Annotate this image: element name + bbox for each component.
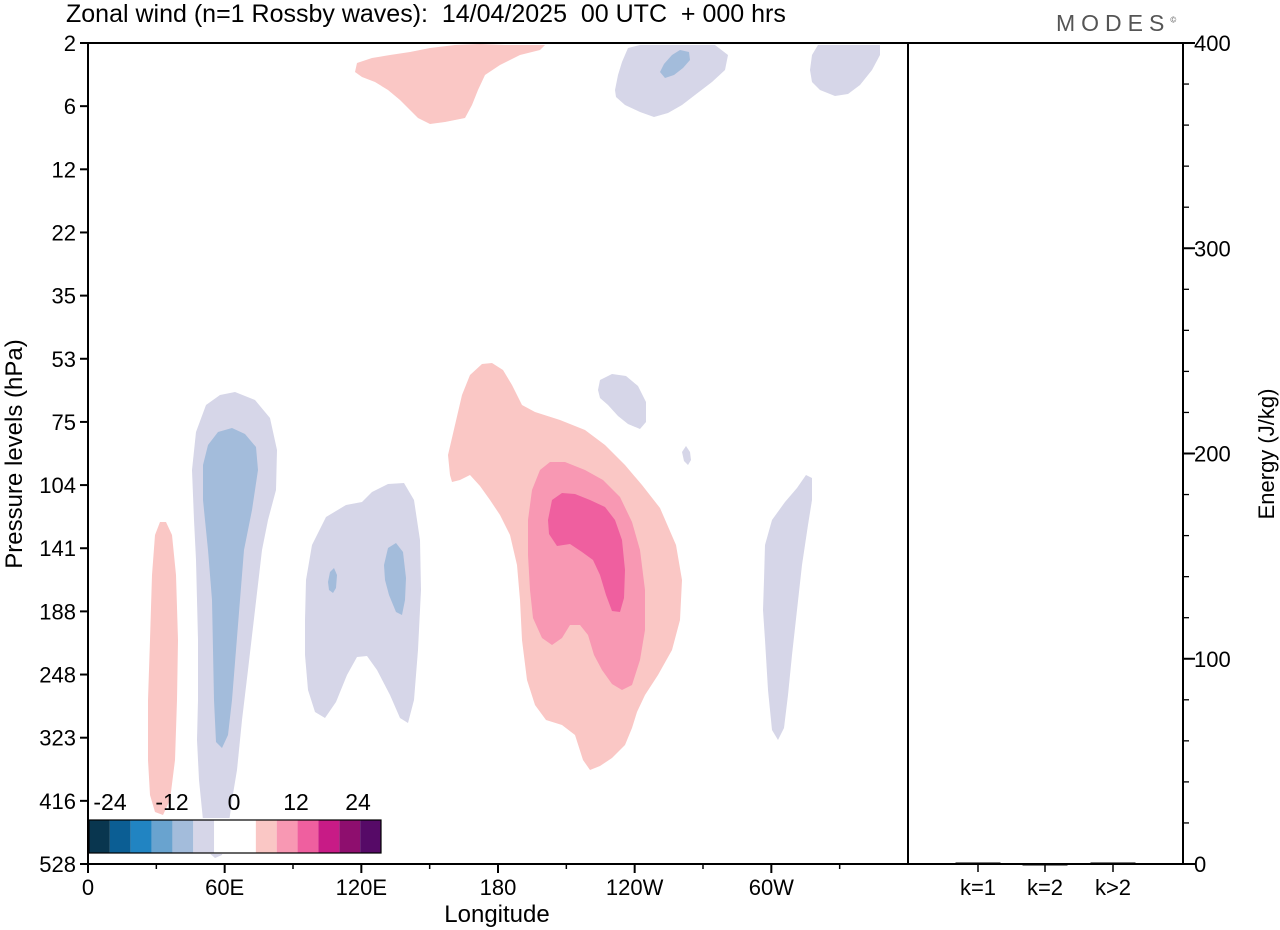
y-axis-label: Pressure levels (hPa): [1, 339, 28, 568]
colorbar-cell: [214, 820, 235, 853]
y-tick-label: 248: [39, 663, 76, 688]
energy-tick-label: 100: [1194, 647, 1231, 672]
energy-category-label: k>2: [1095, 875, 1131, 900]
x-tick-label: 0: [82, 875, 94, 900]
y-tick-label: 323: [39, 726, 76, 751]
energy-tick-label: 400: [1194, 31, 1231, 56]
colorbar-cell: [235, 820, 256, 853]
colorbar-label: 24: [345, 789, 371, 815]
y-tick-label: 188: [39, 599, 76, 624]
x-tick-label: 120E: [336, 875, 387, 900]
x-tick-label: 60E: [205, 875, 244, 900]
contour-top-lav-2: [810, 45, 880, 96]
contour-top-lav-1: [615, 45, 728, 117]
y-tick-label: 528: [39, 852, 76, 877]
colorbar-cell: [109, 820, 131, 853]
contour-top-pink: [355, 44, 545, 124]
x-tick-label: 180: [480, 875, 517, 900]
colorbar-label: -24: [93, 789, 126, 815]
y-tick-label: 141: [39, 536, 76, 561]
contour-pink-left: [148, 522, 178, 815]
colorbar-label: 0: [228, 789, 241, 815]
energy-bar: [1090, 862, 1136, 865]
colorbar-cell: [130, 820, 152, 853]
contour-lav-mid-a: [598, 374, 646, 429]
colorbar-label: 12: [283, 789, 309, 815]
colorbar-label: -12: [155, 789, 188, 815]
contour-lav-mid-b: [682, 446, 691, 465]
energy-plot-frame: [907, 42, 1184, 865]
y-tick-label: 22: [52, 220, 76, 245]
x-tick-label: 60W: [749, 875, 794, 900]
colorbar-cell: [151, 820, 173, 853]
y-tick-label: 104: [39, 473, 76, 498]
contour-fills: [148, 44, 880, 858]
colorbar-cell: [255, 820, 277, 853]
contour-blue-60e: [203, 428, 258, 748]
contour-pink-inner: [548, 493, 625, 612]
chart-title: Zonal wind (n=1 Rossby waves): 14/04/202…: [66, 0, 786, 28]
y-tick-label: 2: [64, 31, 76, 56]
contour-lav-60w: [763, 475, 812, 740]
energy-axis-label: Energy (J/kg): [1254, 389, 1279, 520]
energy-category-label: k=2: [1027, 875, 1063, 900]
contour-blue-120e-a: [384, 543, 406, 615]
colorbar-cell: [276, 820, 298, 853]
colorbar-cell: [193, 820, 215, 853]
y-tick-label: 35: [52, 284, 76, 309]
colorbar-cell: [360, 820, 381, 853]
energy-tick-label: 0: [1194, 852, 1206, 877]
y-tick-label: 12: [52, 157, 76, 182]
energy-category-label: k=1: [960, 875, 996, 900]
y-tick-label: 53: [52, 347, 76, 372]
colorbar-cell: [297, 820, 319, 853]
energy-bar: [955, 862, 1001, 865]
contour-blue-120e-b: [328, 568, 337, 593]
colorbar-cell: [172, 820, 194, 853]
modes-logo: MODES©: [1056, 10, 1177, 36]
energy-tick-label: 300: [1194, 236, 1231, 261]
y-tick-label: 75: [52, 410, 76, 435]
contour-lav-120e: [305, 483, 421, 723]
energy-bars: k=1 k=2 k>2: [955, 862, 1136, 900]
y-tick-label: 416: [39, 789, 76, 814]
x-tick-label: 120W: [606, 875, 664, 900]
colorbar-cell: [318, 820, 340, 853]
colorbar-cell: [89, 820, 110, 853]
x-axis-label: Longitude: [444, 901, 549, 928]
colorbar: -24 -12 0 12 24: [88, 789, 382, 854]
y-tick-label: 6: [64, 94, 76, 119]
colorbar-cell: [339, 820, 361, 853]
energy-tick-label: 200: [1194, 442, 1231, 467]
contour-top-blue-1: [660, 50, 690, 78]
